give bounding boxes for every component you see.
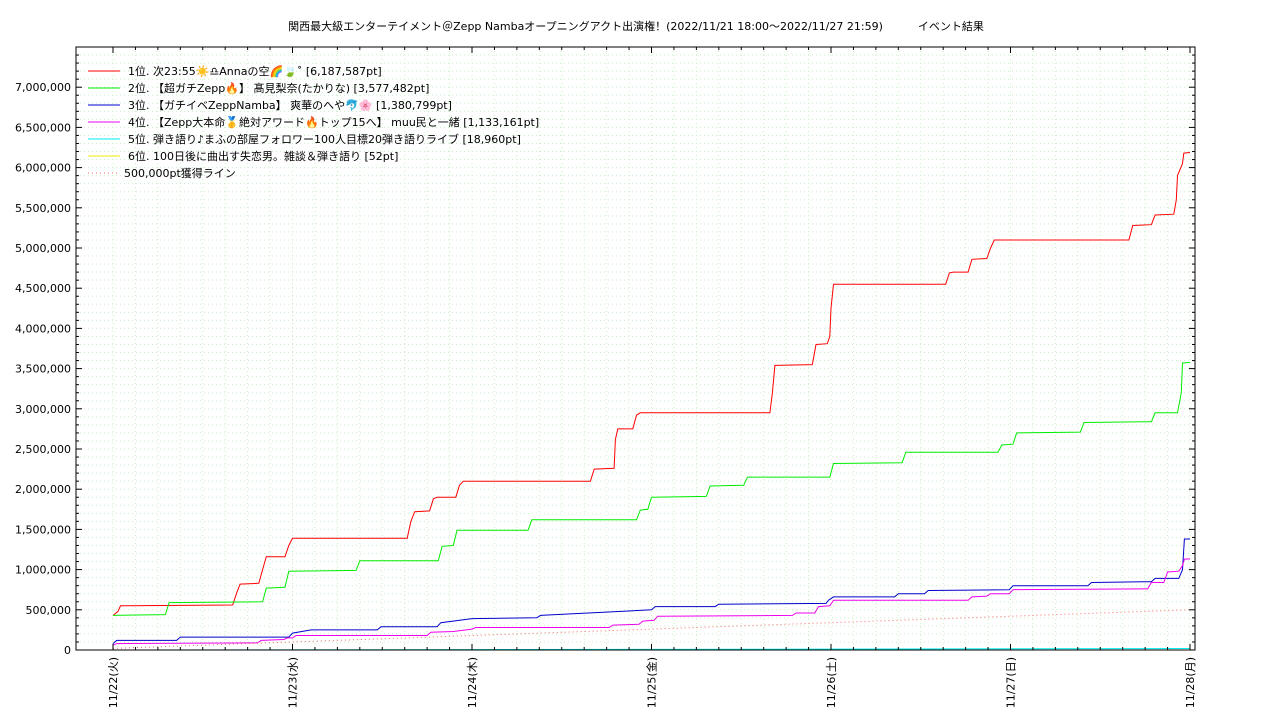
y-tick-label: 5,000,000 — [15, 242, 71, 255]
x-tick-label: 11/22(火) — [107, 657, 120, 708]
legend-label-2: 2位. 【超ガチZepp🔥】 髙見梨奈(たかりな) [3,577,482pt] — [128, 81, 429, 95]
legend-label-1: 1位. 次23:55☀️♎Annaの空🌈🍃˚ [6,187,587pt] — [128, 64, 382, 78]
y-tick-label: 4,500,000 — [15, 282, 71, 295]
legend-label-7: 500,000pt獲得ライン — [124, 167, 236, 180]
y-tick-label: 2,000,000 — [15, 483, 71, 496]
y-tick-label: 0 — [64, 644, 71, 657]
chart-title: 関西最大級エンターテイメント＠Zepp Nambaオープニングアクト出演権！(2… — [288, 20, 883, 33]
series-line-1 — [112, 152, 1191, 616]
legend-label-6: 6位. 100日後に曲出す失恋男。雑談＆弾き語り [52pt] — [128, 149, 398, 163]
series-line-4 — [112, 558, 1191, 646]
y-tick-label: 1,000,000 — [15, 564, 71, 577]
x-tick-label: 11/24(木) — [466, 657, 479, 708]
y-tick-label: 6,500,000 — [15, 121, 71, 134]
legend: 1位. 次23:55☀️♎Annaの空🌈🍃˚ [6,187,587pt] 2位. … — [88, 64, 539, 180]
y-tick-label: 500,000 — [26, 604, 72, 617]
x-tick-label: 11/27(日) — [1005, 657, 1018, 708]
y-tick-label: 7,000,000 — [15, 81, 71, 94]
y-tick-label: 6,000,000 — [15, 162, 71, 175]
chart-subtitle: イベント結果 — [917, 20, 984, 33]
legend-label-5: 5位. 弾き語り♪まふの部屋フォロワー100人目標20弾き語りライブ [18,9… — [128, 132, 521, 146]
y-tick-label: 3,500,000 — [15, 363, 71, 376]
tick-layer: 0 500,000 1,000,000 1,500,000 2,000,000 2,500… — [15, 47, 1197, 708]
chart-title-row: 関西最大級エンターテイメント＠Zepp Nambaオープニングアクト出演権！(2… — [0, 18, 1272, 34]
x-tick-label: 11/25(金) — [645, 657, 659, 708]
y-tick-label: 2,500,000 — [15, 443, 71, 456]
series-line-3 — [112, 538, 1190, 644]
y-tick-label: 4,000,000 — [15, 322, 71, 335]
legend-label-4: 4位. 【Zepp大本命🥇絶対アワード🔥トップ15へ】 muu民と一緒 [1,1… — [128, 115, 539, 129]
y-tick-label: 5,500,000 — [15, 202, 71, 215]
y-tick-label: 1,500,000 — [15, 523, 71, 536]
plot-frame — [75, 46, 1196, 651]
grid-layer — [76, 47, 1195, 650]
x-tick-label: 11/28(月) — [1184, 657, 1197, 708]
y-tick-label: 3,000,000 — [15, 403, 71, 416]
x-tick-label: 11/26(土) — [825, 657, 838, 708]
x-tick-label: 11/23(水) — [287, 657, 300, 708]
series-line-2 — [112, 361, 1191, 616]
legend-label-3: 3位. 【ガチイベZeppNamba】 爽華のへや🐬🌸 [1,380,799pt… — [128, 98, 452, 112]
